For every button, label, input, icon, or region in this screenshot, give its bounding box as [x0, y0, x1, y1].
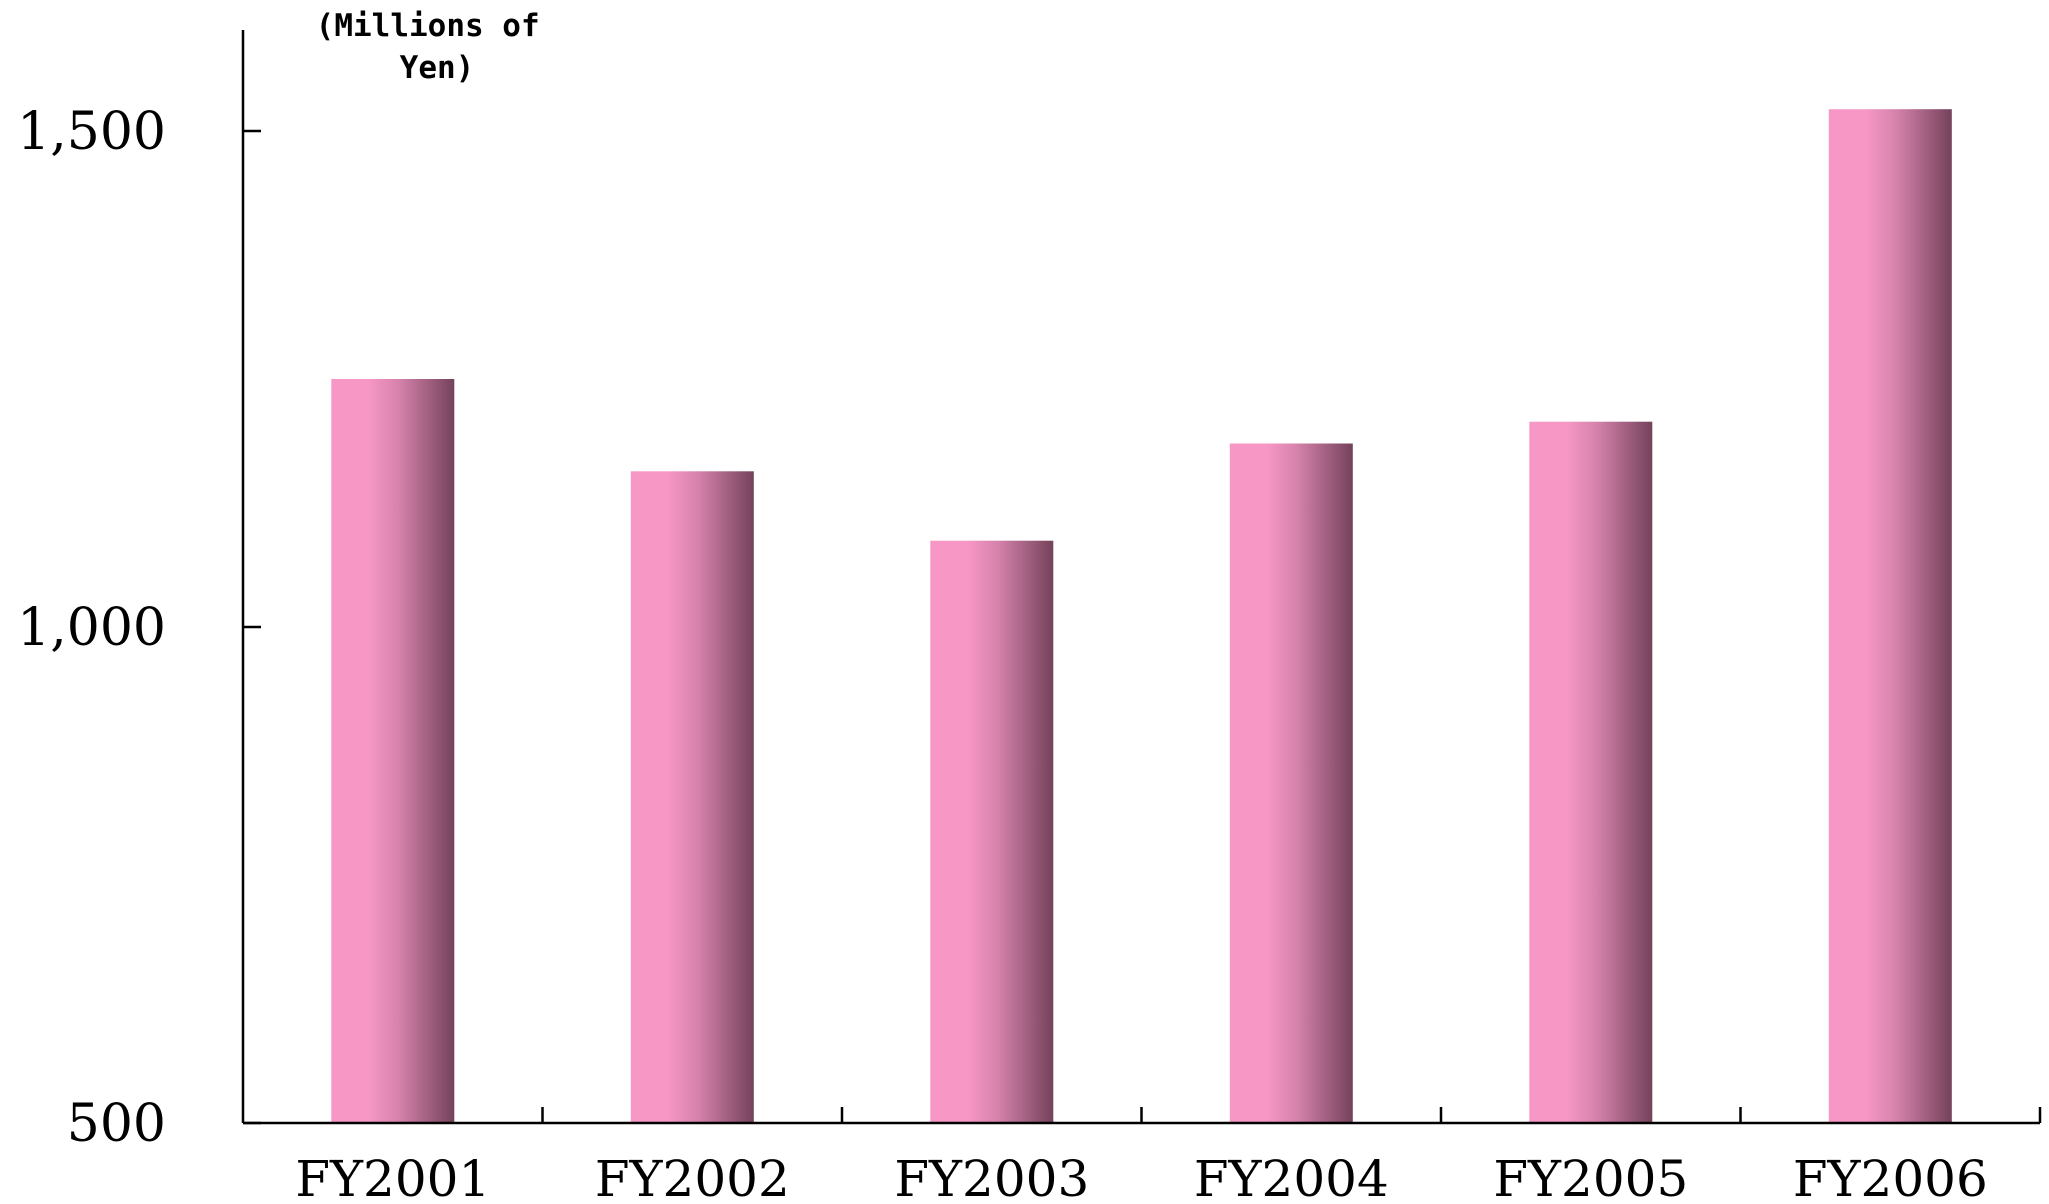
y-axis-ticks: 500 1,000 1,500 — [17, 102, 261, 1154]
y-tick-label: 1,500 — [17, 102, 166, 162]
unit-label-line-1: (Millions of — [316, 8, 540, 44]
y-tick-label: 1,000 — [17, 598, 166, 658]
x-tick-label: FY2005 — [1493, 1150, 1688, 1204]
bar-fy2001 — [331, 379, 455, 1123]
x-axis-ticks: FY2001 FY2002 FY2003 FY2004 FY2005 FY2006 — [295, 1107, 2042, 1204]
y-axis-unit-label: (Millions of Yen) — [316, 8, 559, 86]
x-tick-label: FY2004 — [1194, 1150, 1389, 1204]
bar-fy2003 — [930, 540, 1054, 1123]
unit-label-line-2: Yen) — [400, 50, 475, 86]
bar-fy2004 — [1229, 443, 1353, 1123]
bar-fy2002 — [630, 471, 754, 1123]
bar-series — [331, 109, 1952, 1123]
x-tick-label: FY2003 — [894, 1150, 1089, 1204]
x-tick-label: FY2006 — [1793, 1150, 1988, 1204]
x-tick-label: FY2002 — [595, 1150, 790, 1204]
bar-fy2006 — [1828, 109, 1952, 1123]
x-tick-label: FY2001 — [295, 1150, 490, 1204]
bar-fy2005 — [1529, 421, 1653, 1123]
y-tick-label: 500 — [67, 1094, 166, 1154]
